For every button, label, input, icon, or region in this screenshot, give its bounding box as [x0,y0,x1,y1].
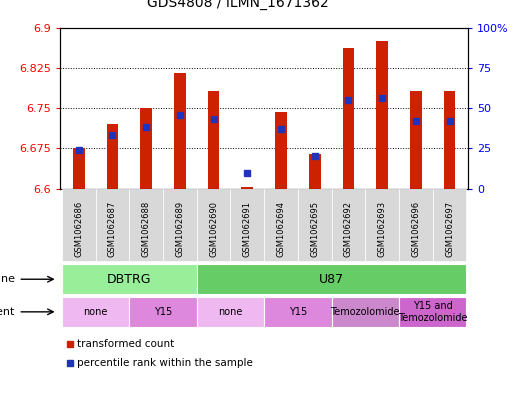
Text: Y15: Y15 [289,307,307,317]
Text: Y15: Y15 [154,307,172,317]
Text: GSM1062687: GSM1062687 [108,201,117,257]
Bar [275,112,287,189]
Text: GSM1062697: GSM1062697 [445,201,454,257]
Text: agent: agent [0,307,15,317]
Bar [376,41,388,189]
Text: GSM1062694: GSM1062694 [277,202,286,257]
Text: U87: U87 [319,273,344,286]
Bar [62,297,129,327]
Bar [208,91,220,189]
Bar [298,189,332,261]
Text: transformed count: transformed count [77,339,174,349]
Bar [197,297,264,327]
Text: none: none [218,307,243,317]
Text: GSM1062686: GSM1062686 [74,201,83,257]
Text: GDS4808 / ILMN_1671362: GDS4808 / ILMN_1671362 [147,0,329,10]
Bar [264,189,298,261]
Bar [399,189,433,261]
Bar [62,264,197,294]
Bar [129,189,163,261]
Bar [107,124,118,189]
Bar [433,189,467,261]
Bar [140,108,152,189]
Text: DBTRG: DBTRG [107,273,152,286]
Text: GSM1062695: GSM1062695 [310,202,319,257]
Text: percentile rank within the sample: percentile rank within the sample [77,358,253,368]
Text: Y15 and
Temozolomide: Y15 and Temozolomide [398,301,468,323]
Text: GSM1062692: GSM1062692 [344,202,353,257]
Bar [163,189,197,261]
Bar [73,149,85,189]
Bar [444,91,456,189]
Text: cell line: cell line [0,274,15,284]
Text: GSM1062691: GSM1062691 [243,202,252,257]
Bar [365,189,399,261]
Bar [129,297,197,327]
Bar [241,187,253,189]
Text: none: none [83,307,108,317]
Bar [197,189,231,261]
Bar [410,91,422,189]
Text: GSM1062690: GSM1062690 [209,202,218,257]
Text: Temozolomide: Temozolomide [331,307,400,317]
Bar [96,189,129,261]
Text: GSM1062689: GSM1062689 [175,201,184,257]
Bar [174,73,186,189]
Bar [332,297,399,327]
Bar [343,48,354,189]
Bar [62,189,96,261]
Text: GSM1062688: GSM1062688 [142,201,151,257]
Bar [231,189,264,261]
Bar [197,264,467,294]
Text: GSM1062693: GSM1062693 [378,201,386,257]
Bar [399,297,467,327]
Bar [264,297,332,327]
Bar [332,189,365,261]
Bar [309,154,321,189]
Text: GSM1062696: GSM1062696 [411,201,420,257]
